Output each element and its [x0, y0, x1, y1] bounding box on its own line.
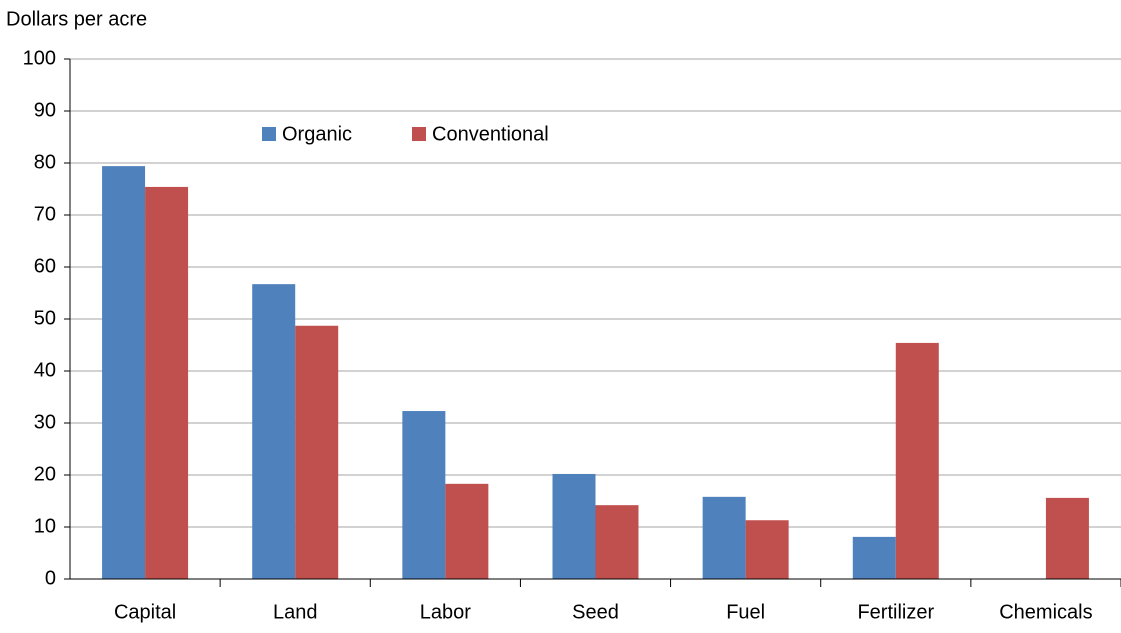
y-tick-label: 30 [34, 411, 56, 433]
x-tick-label: Seed [572, 601, 619, 623]
y-axis-title: Dollars per acre [6, 8, 147, 30]
bar [252, 284, 296, 579]
bar [402, 411, 446, 579]
bar [102, 166, 146, 579]
x-tick-label: Fuel [726, 601, 765, 623]
y-tick-label: 60 [34, 255, 56, 277]
legend-label: Organic [282, 123, 352, 145]
x-tick-label: Chemicals [999, 601, 1092, 623]
x-tick-label: Fertilizer [857, 601, 934, 623]
y-tick-label: 80 [34, 151, 56, 173]
bar [852, 536, 896, 579]
bar [295, 325, 339, 579]
bar [145, 186, 189, 580]
legend-swatch [262, 127, 276, 141]
y-tick-label: 50 [34, 307, 56, 329]
bar [745, 520, 789, 579]
bar [1045, 497, 1089, 579]
y-tick-label: 90 [34, 99, 56, 121]
bar [895, 342, 939, 579]
y-tick-label: 40 [34, 359, 56, 381]
y-tick-label: 100 [23, 47, 56, 69]
x-tick-label: Land [273, 601, 318, 623]
y-tick-label: 10 [34, 515, 56, 537]
bar [702, 496, 746, 579]
legend-swatch [412, 127, 426, 141]
y-tick-label: 0 [45, 567, 56, 589]
bar [445, 483, 489, 579]
bar [552, 473, 596, 579]
y-tick-label: 70 [34, 203, 56, 225]
x-tick-label: Labor [420, 601, 471, 623]
y-tick-label: 20 [34, 463, 56, 485]
legend-label: Conventional [432, 123, 549, 145]
bar [595, 505, 639, 579]
x-tick-label: Capital [114, 601, 176, 623]
